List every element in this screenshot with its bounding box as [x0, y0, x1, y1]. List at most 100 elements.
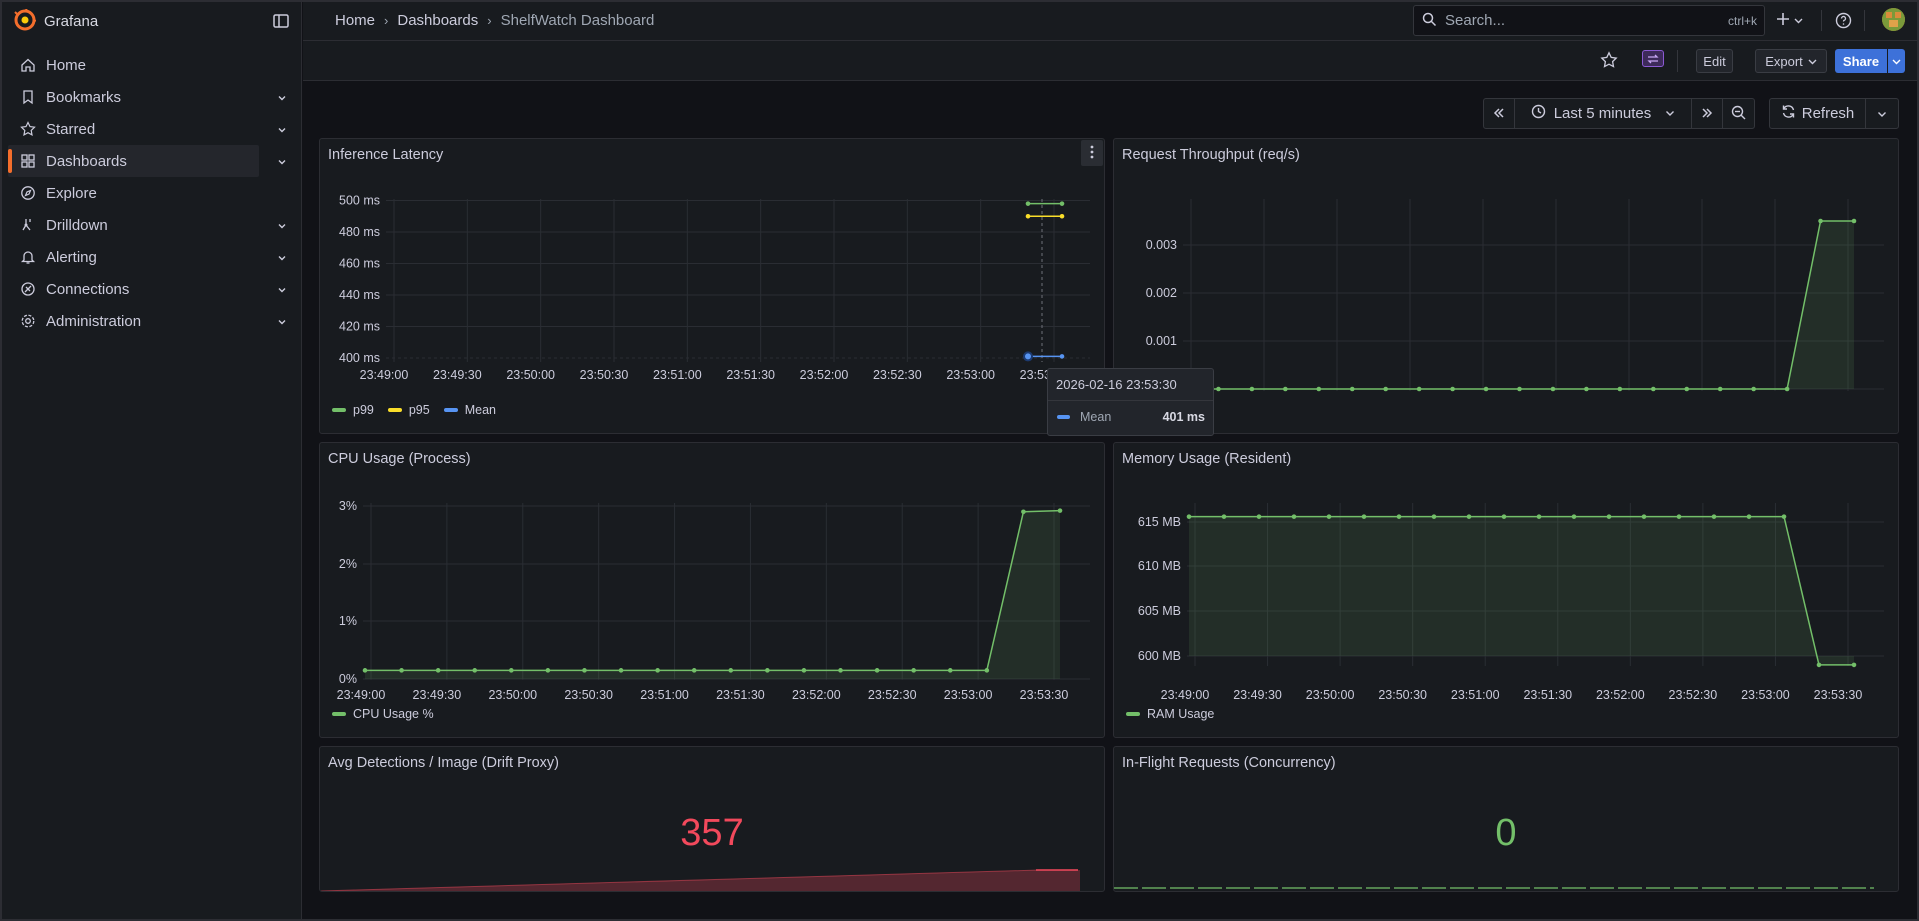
- refresh-interval-dropdown[interactable]: [1865, 98, 1899, 129]
- refresh-button[interactable]: Refresh: [1769, 98, 1866, 129]
- data-point: [1781, 514, 1787, 519]
- stat-value: 0: [1495, 812, 1517, 854]
- data-point: [1818, 218, 1823, 224]
- sidebar-item-drilldown[interactable]: Drilldown: [8, 209, 294, 241]
- time-shift-back-button[interactable]: [1483, 98, 1515, 129]
- legend-label: Mean: [464, 403, 496, 417]
- data-point: [1717, 386, 1723, 392]
- breadcrumb-dashboards[interactable]: Dashboards: [397, 12, 479, 29]
- help-icon[interactable]: [1835, 12, 1852, 32]
- time-shift-forward-button[interactable]: [1692, 98, 1723, 129]
- sidebar-item-alerting[interactable]: Alerting: [8, 241, 294, 273]
- double-chevron-left-icon: [1493, 106, 1505, 122]
- sidebar-item-starred[interactable]: Starred: [8, 113, 294, 145]
- data-point: [1349, 386, 1355, 392]
- breadcrumb-home[interactable]: Home: [335, 12, 376, 29]
- mark-as-favorite-star-icon[interactable]: [1600, 51, 1618, 72]
- sidebar-item-explore[interactable]: Explore: [8, 177, 294, 209]
- new-menu-button[interactable]: [1776, 10, 1810, 30]
- search-input[interactable]: Search... ctrl+k: [1413, 5, 1765, 36]
- edit-button[interactable]: Edit: [1696, 49, 1733, 73]
- legend-item-mean[interactable]: Mean: [443, 403, 496, 417]
- data-point: [1249, 386, 1255, 392]
- x-tick-label: 23:52:00: [1596, 688, 1645, 702]
- data-point: [1256, 514, 1262, 519]
- throughput-chart[interactable]: 23:49:0023:49:3023:50:0023:50:3023:51:00…: [1114, 159, 1899, 399]
- chevron-down-icon[interactable]: [276, 315, 288, 327]
- cog-icon: [20, 313, 36, 329]
- x-tick-label: 23:51:00: [1451, 688, 1500, 702]
- export-button[interactable]: Export: [1755, 49, 1827, 73]
- x-tick-label: 23:49:00: [360, 368, 409, 382]
- compass-icon: [20, 185, 36, 201]
- legend-item-ram[interactable]: RAM Usage: [1126, 707, 1214, 721]
- share-button[interactable]: Share: [1835, 49, 1887, 73]
- chevron-down-icon[interactable]: [276, 283, 288, 295]
- panel-cpu-usage[interactable]: CPU Usage (Process) 23:49:00 23:49:30 23:5…: [319, 442, 1105, 738]
- stat-sparkline: [1114, 887, 1874, 889]
- legend-label: p99: [353, 403, 374, 417]
- sidebar-item-home[interactable]: Home: [8, 49, 294, 81]
- chart-legend: RAM Usage: [1126, 707, 1214, 721]
- x-tick-label: 23:50:30: [1378, 688, 1427, 702]
- x-tick-label: 23:53:00: [946, 368, 995, 382]
- sidebar-item-label: Administration: [46, 312, 142, 330]
- public-dashboard-icon[interactable]: [1642, 50, 1664, 67]
- cpu-chart[interactable]: 23:49:00 23:49:30 23:50:00 23:50:30 23:51:00…: [320, 463, 1105, 703]
- zoom-out-button[interactable]: [1723, 98, 1755, 129]
- data-point: [1617, 386, 1623, 392]
- panel-request-throughput[interactable]: Request Throughput (req/s) 23:49:0023:49…: [1113, 138, 1899, 434]
- legend-item-p99[interactable]: p99: [332, 403, 374, 417]
- panel-menu-button[interactable]: [1081, 140, 1103, 166]
- avatar[interactable]: [1882, 8, 1905, 31]
- panel-memory-usage[interactable]: Memory Usage (Resident) 23:49:00 23:49:30…: [1113, 442, 1899, 738]
- chevron-down-icon[interactable]: [276, 251, 288, 263]
- data-point: [1651, 386, 1656, 392]
- x-tick-label: 23:52:00: [800, 368, 849, 382]
- star-icon: [20, 121, 36, 137]
- data-point: [1641, 514, 1647, 519]
- data-point: [984, 668, 990, 673]
- sidebar-item-bookmarks[interactable]: Bookmarks: [8, 81, 294, 113]
- chart-legend: CPU Usage %: [332, 707, 434, 721]
- refresh-label: Refresh: [1801, 105, 1855, 122]
- data-point: [1751, 386, 1756, 392]
- x-tick-label: 23:51:00: [640, 688, 689, 702]
- legend-item-p95[interactable]: p95: [387, 403, 430, 417]
- chevron-down-icon[interactable]: [276, 123, 288, 135]
- x-tick-label: 23:53:00: [1741, 688, 1790, 702]
- share-dropdown-button[interactable]: [1888, 49, 1905, 73]
- top-bar: Home › Dashboards › ShelfWatch Dashboard…: [303, 0, 1919, 41]
- tooltip-swatch: [1057, 415, 1070, 419]
- sidebar-item-dashboards[interactable]: Dashboards: [8, 145, 286, 177]
- memory-chart[interactable]: 23:49:00 23:49:30 23:50:00 23:50:30 23:51:00…: [1114, 463, 1899, 703]
- panel-avg-detections[interactable]: Avg Detections / Image (Drift Proxy) 357: [319, 746, 1105, 892]
- chevron-down-icon[interactable]: [276, 219, 288, 231]
- data-point: [947, 668, 953, 673]
- x-tick-label: 23:49:30: [433, 368, 482, 382]
- data-point: [1291, 514, 1297, 519]
- chevron-down-icon[interactable]: [276, 91, 288, 103]
- panel-inference-latency[interactable]: Inference Latency 23:49:00 23:49:30 23:50:…: [319, 138, 1105, 434]
- sidebar-item-connections[interactable]: Connections: [8, 273, 294, 305]
- data-point: [1501, 514, 1507, 519]
- x-tick-label: 23:49:30: [1233, 688, 1282, 702]
- data-point: [1483, 386, 1489, 392]
- dock-menu-icon[interactable]: [272, 12, 290, 30]
- panel-in-flight-requests[interactable]: In-Flight Requests (Concurrency) 0: [1113, 746, 1899, 892]
- chevron-down-icon: [1892, 54, 1901, 69]
- series-line: [1189, 515, 1854, 666]
- data-point: [1316, 386, 1322, 392]
- data-point: [362, 668, 368, 673]
- brand[interactable]: Grafana: [14, 7, 98, 33]
- chevron-down-icon[interactable]: [276, 155, 288, 167]
- sidebar-item-administration[interactable]: Administration: [8, 305, 294, 337]
- time-range-picker[interactable]: Last 5 minutes: [1515, 98, 1692, 129]
- data-point: [1186, 514, 1192, 519]
- breadcrumb-separator-icon: ›: [384, 13, 389, 28]
- data-point: [472, 668, 478, 673]
- legend-item-cpu[interactable]: CPU Usage %: [332, 707, 434, 721]
- latency-chart[interactable]: 23:49:00 23:49:30 23:50:00 23:50:30 23:51:00…: [320, 159, 1105, 399]
- plug-icon: [20, 281, 36, 297]
- data-point: [838, 668, 843, 673]
